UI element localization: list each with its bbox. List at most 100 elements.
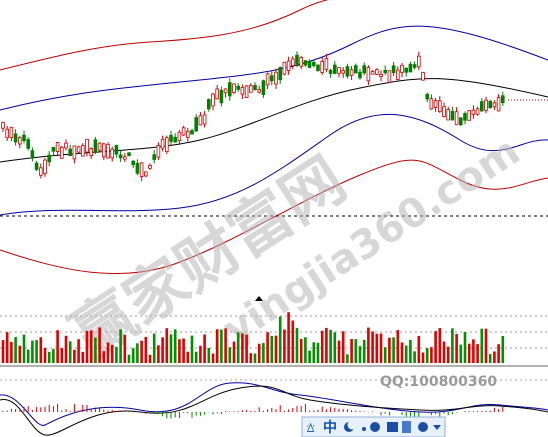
candle-body: [26, 139, 30, 149]
language-button[interactable]: 中: [323, 419, 337, 436]
volume-bar: [371, 331, 374, 363]
volume-bar: [60, 348, 64, 363]
volume-bar: [362, 339, 366, 363]
volume-bar: [169, 334, 173, 363]
volume-bar: [190, 335, 194, 363]
emoji-icon[interactable]: [370, 422, 380, 432]
volume-bar: [287, 312, 290, 363]
candle-body: [458, 117, 463, 126]
candle-body: [60, 146, 64, 159]
volume-bar: [295, 327, 299, 363]
volume-bar: [232, 341, 236, 363]
volume-bar: [1, 340, 5, 363]
lower-outer-band: [0, 159, 548, 275]
volume-bar: [329, 329, 332, 363]
candle-body: [383, 69, 387, 74]
volume-bar: [224, 328, 227, 363]
volume-bar: [215, 329, 219, 363]
candle-body: [34, 162, 39, 170]
volume-bar: [472, 339, 475, 363]
candle-body: [488, 100, 492, 109]
volume-bar: [312, 342, 316, 363]
candle-body: [332, 64, 337, 74]
volume-bar: [165, 328, 169, 363]
volume-bar: [484, 328, 488, 363]
volume-bar: [98, 327, 101, 363]
candle-body: [353, 65, 358, 74]
volume-bar: [316, 342, 320, 363]
volume-bar: [64, 335, 68, 363]
candle-body: [55, 142, 60, 152]
clip-icon[interactable]: [402, 421, 411, 433]
volume-bar: [341, 331, 345, 363]
candle-body: [185, 130, 190, 138]
candle-body: [244, 85, 249, 98]
volume-bar: [304, 337, 307, 363]
volume-bar: [85, 330, 89, 363]
volume-bar: [291, 320, 295, 363]
candle-body: [412, 64, 417, 68]
volume-bar: [115, 346, 118, 363]
dropdown-icon[interactable]: [433, 425, 441, 430]
volume-bar: [52, 348, 55, 363]
candle-body: [404, 67, 408, 73]
candle-body: [114, 145, 119, 155]
candle-body: [39, 167, 43, 176]
candle-body: [1, 122, 5, 129]
volume-bar: [148, 354, 152, 363]
candle-body: [127, 152, 131, 157]
volume-bar: [455, 333, 458, 363]
candle-body: [164, 137, 169, 153]
volume-bar: [140, 340, 143, 363]
candle-body: [223, 88, 228, 94]
volume-bar: [249, 353, 253, 363]
candle-body: [43, 159, 47, 174]
candle-body: [463, 113, 467, 121]
candle-body: [311, 62, 316, 66]
candle-body: [89, 148, 94, 156]
volume-bar: [39, 337, 43, 363]
volume-bar: [194, 351, 198, 363]
volume-bar: [346, 354, 349, 363]
volume-bar: [47, 351, 51, 363]
volume-bar: [186, 351, 190, 363]
keyboard-icon[interactable]: [387, 422, 398, 432]
lower-band: [0, 114, 548, 216]
volume-bar: [425, 348, 429, 363]
candle-body: [169, 134, 173, 142]
volume-bar: [442, 341, 446, 363]
candle-body: [400, 64, 404, 73]
candle-body: [152, 154, 157, 160]
candle-body: [475, 108, 480, 115]
candle-body: [248, 85, 253, 93]
volume-bar: [438, 328, 442, 363]
volume-bar: [337, 340, 341, 363]
volume-bar: [173, 329, 177, 363]
volume-bar: [152, 333, 156, 363]
candle-body: [437, 100, 442, 113]
candle-body: [395, 69, 400, 80]
candle-body: [290, 58, 295, 66]
volume-bar: [367, 327, 370, 363]
candle-body: [110, 148, 115, 159]
dot-icon[interactable]: [362, 427, 366, 431]
volume-bar: [467, 343, 471, 363]
settings-icon[interactable]: [418, 422, 428, 432]
volume-bar: [446, 346, 450, 363]
candle-body: [198, 115, 203, 126]
candle-body: [106, 144, 110, 159]
volume-bar: [81, 351, 85, 363]
volume-bar: [127, 354, 131, 363]
candle-body: [202, 114, 207, 125]
volume-bar: [22, 334, 26, 363]
candle-body: [160, 138, 165, 149]
watermark-contact: QQ:100800360: [380, 374, 497, 390]
macd-panel: [0, 382, 548, 436]
candle-body: [131, 160, 136, 166]
toolbar-icon[interactable]: ꕖ: [306, 421, 315, 436]
candle-body: [76, 146, 81, 153]
toolbar: ꕖ 中: [301, 416, 446, 437]
candle-body: [81, 145, 85, 157]
candle-body: [328, 69, 333, 74]
volume-bar: [266, 332, 269, 363]
